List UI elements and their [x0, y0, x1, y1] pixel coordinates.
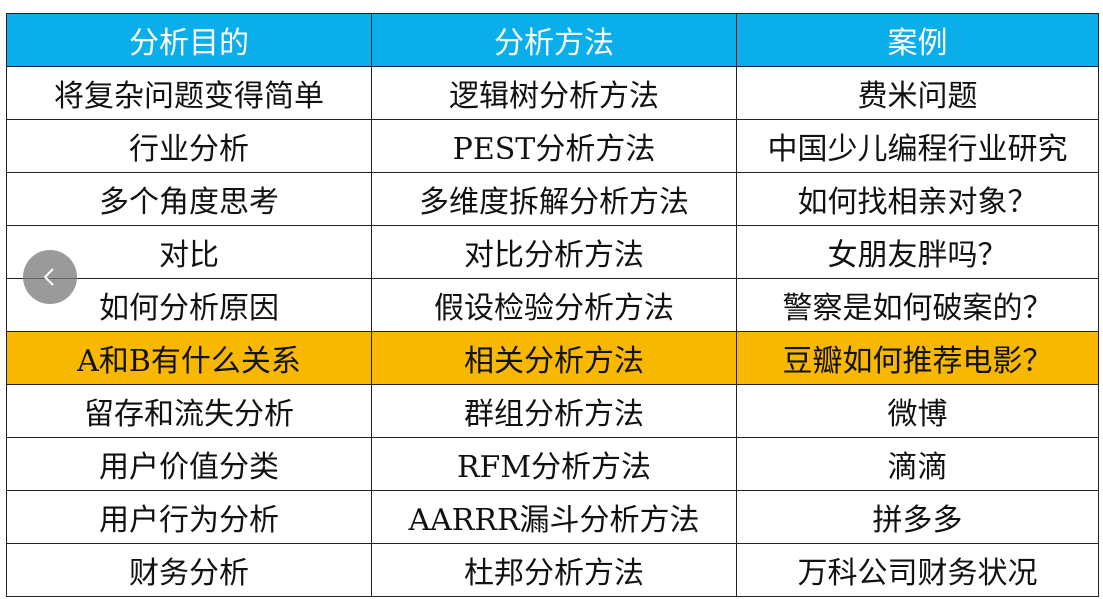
table-row: 对比 对比分析方法 女朋友胖吗？ — [6, 225, 1099, 279]
cell-method: PEST分析方法 — [371, 119, 737, 173]
chevron-left-icon — [43, 268, 54, 286]
cell-method: RFM分析方法 — [371, 437, 737, 491]
cell-case: 豆瓣如何推荐电影？ — [736, 331, 1099, 385]
table-row: 用户价值分类 RFM分析方法 滴滴 — [6, 437, 1099, 491]
table-row: 将复杂问题变得简单 逻辑树分析方法 费米问题 — [6, 66, 1099, 120]
cell-case: 中国少儿编程行业研究 — [736, 119, 1099, 173]
header-row: 分析目的 分析方法 案例 — [6, 13, 1099, 67]
cell-case: 拼多多 — [736, 490, 1099, 544]
cell-method: 假设检验分析方法 — [371, 278, 737, 332]
cell-purpose: 财务分析 — [6, 543, 372, 597]
cell-method: 相关分析方法 — [371, 331, 737, 385]
cell-case: 万科公司财务状况 — [736, 543, 1099, 597]
table-row: 如何分析原因 假设检验分析方法 警察是如何破案的？ — [6, 278, 1099, 332]
cell-case: 警察是如何破案的？ — [736, 278, 1099, 332]
cell-method: 对比分析方法 — [371, 225, 737, 279]
table-row: 财务分析 杜邦分析方法 万科公司财务状况 — [6, 543, 1099, 597]
cell-case: 滴滴 — [736, 437, 1099, 491]
analysis-methods-table: 分析目的 分析方法 案例 将复杂问题变得简单 逻辑树分析方法 费米问题 行业分析 PES… — [6, 13, 1099, 597]
cell-case: 如何找相亲对象？ — [736, 172, 1099, 226]
cell-case: 微博 — [736, 384, 1099, 438]
cell-case: 费米问题 — [736, 66, 1099, 120]
table-row: A和B有什么关系 相关分析方法 豆瓣如何推荐电影？ — [6, 331, 1099, 385]
header-method: 分析方法 — [371, 13, 737, 67]
cell-method: 逻辑树分析方法 — [371, 66, 737, 120]
cell-method: AARRR漏斗分析方法 — [371, 490, 737, 544]
cell-method: 群组分析方法 — [371, 384, 737, 438]
table-row: 用户行为分析 AARRR漏斗分析方法 拼多多 — [6, 490, 1099, 544]
cell-purpose: 用户行为分析 — [6, 490, 372, 544]
table-row: 行业分析 PEST分析方法 中国少儿编程行业研究 — [6, 119, 1099, 173]
cell-method: 多维度拆解分析方法 — [371, 172, 737, 226]
cell-purpose: 用户价值分类 — [6, 437, 372, 491]
back-button[interactable] — [23, 250, 77, 304]
cell-purpose: A和B有什么关系 — [6, 331, 372, 385]
table-row: 留存和流失分析 群组分析方法 微博 — [6, 384, 1099, 438]
cell-purpose: 留存和流失分析 — [6, 384, 372, 438]
cell-purpose: 多个角度思考 — [6, 172, 372, 226]
table-row: 多个角度思考 多维度拆解分析方法 如何找相亲对象？ — [6, 172, 1099, 226]
cell-purpose: 行业分析 — [6, 119, 372, 173]
cell-purpose: 将复杂问题变得简单 — [6, 66, 372, 120]
header-case: 案例 — [736, 13, 1099, 67]
cell-case: 女朋友胖吗？ — [736, 225, 1099, 279]
cell-method: 杜邦分析方法 — [371, 543, 737, 597]
header-purpose: 分析目的 — [6, 13, 372, 67]
